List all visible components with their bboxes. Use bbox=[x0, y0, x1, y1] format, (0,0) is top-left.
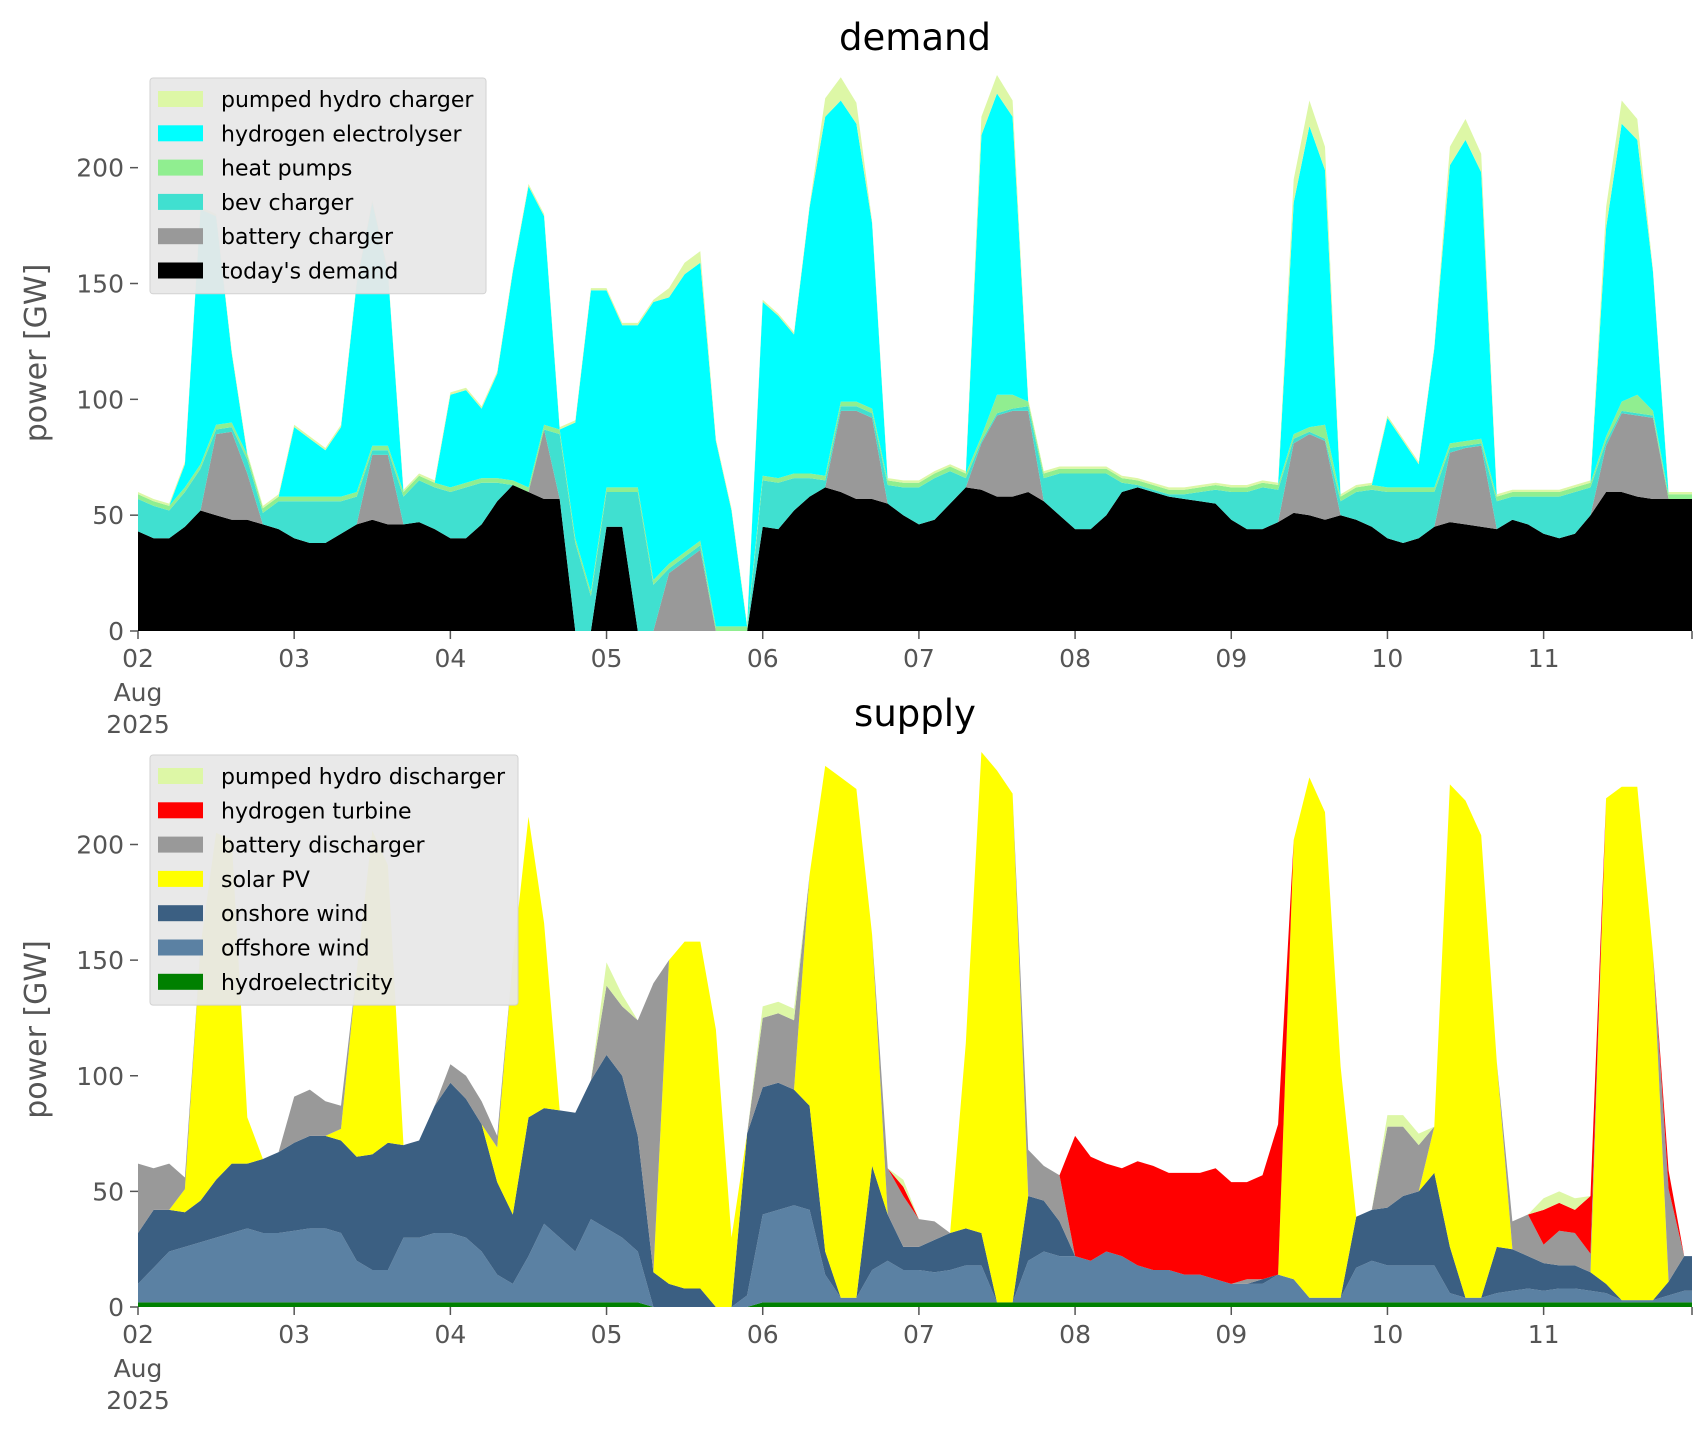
supply-chart: supply 0 50 100 150 200 power [GW] 02 03 04 05 06 07… bbox=[19, 692, 1693, 1415]
legend-swatch-hydrogen-turbine bbox=[158, 802, 203, 819]
legend-swatch-pumped-hydro-discharger bbox=[158, 768, 203, 784]
y-tick-label: 150 bbox=[76, 946, 124, 975]
x-tick-label: 10 bbox=[1372, 644, 1404, 673]
x-tick-label: 09 bbox=[1215, 1320, 1247, 1349]
legend-label-hydrogen-electrolyser: hydrogen electrolyser bbox=[221, 122, 462, 147]
x-tick-label: 05 bbox=[591, 1320, 623, 1349]
x-tick-sublabel: 2025 bbox=[106, 1386, 170, 1415]
area-bev-charger bbox=[138, 406, 1692, 631]
x-tick-label: 08 bbox=[1059, 1320, 1091, 1349]
legend: pumped hydro charger hydrogen electrolyse… bbox=[149, 77, 487, 295]
y-axis-label: power [GW] bbox=[19, 264, 54, 443]
legend-swatch-pumped-hydro-charger bbox=[158, 91, 203, 107]
x-tick-label: 11 bbox=[1528, 1320, 1560, 1349]
legend-label-battery-discharger: battery discharger bbox=[221, 834, 426, 859]
legend-swatch-battery-charger bbox=[158, 228, 203, 245]
area-series bbox=[138, 75, 1692, 631]
area-battery-charger bbox=[138, 410, 1692, 631]
legend-label-heat-pumps: heat pumps bbox=[221, 157, 352, 182]
legend-label-bev-charger: bev charger bbox=[221, 191, 354, 216]
area-hydrogen-electrolyser bbox=[138, 93, 1692, 627]
x-tick-label: 02 bbox=[122, 644, 154, 673]
x-tick-label: 03 bbox=[278, 1320, 310, 1349]
area-hydrogen-turbine bbox=[138, 752, 1692, 1284]
area-solar-pv bbox=[138, 752, 1692, 1307]
x-tick-label: 04 bbox=[434, 644, 466, 673]
chart-title: supply bbox=[854, 692, 976, 735]
x-tick-label: 05 bbox=[591, 644, 623, 673]
x-tick-label: 04 bbox=[434, 1320, 466, 1349]
legend-label-solar-pv: solar PV bbox=[221, 868, 310, 893]
legend-box bbox=[149, 754, 519, 1006]
area-onshore-wind bbox=[138, 1054, 1692, 1307]
legend-box bbox=[149, 77, 487, 295]
legend-swatch-hydrogen-electrolyser bbox=[158, 125, 203, 142]
legend-swatch-offshore-wind bbox=[158, 939, 203, 956]
area-today-s-demand bbox=[138, 485, 1692, 631]
y-tick-label: 200 bbox=[76, 154, 124, 183]
x-tick-label: 08 bbox=[1059, 644, 1091, 673]
area-hydroelectricity bbox=[138, 1302, 1692, 1307]
demand-chart: demand 0 50 100 150 200 power [GW] 02 03 04 05 06 07… bbox=[19, 16, 1693, 739]
legend-swatch-bev-charger bbox=[158, 193, 203, 210]
area-offshore-wind bbox=[138, 1205, 1692, 1307]
legend-swatch-hydroelectricity bbox=[158, 973, 203, 990]
x-tick-sublabel: Aug bbox=[114, 1354, 163, 1383]
y-tick-label: 50 bbox=[92, 501, 124, 530]
legend-swatch-today-s-demand bbox=[158, 262, 203, 279]
legend-label-hydroelectricity: hydroelectricity bbox=[221, 971, 393, 996]
legend-label-hydrogen-turbine: hydrogen turbine bbox=[221, 799, 412, 824]
legend: pumped hydro discharger hydrogen turbine b… bbox=[149, 754, 519, 1006]
legend-label-pumped-hydro-charger: pumped hydro charger bbox=[221, 88, 474, 113]
x-tick-label: 06 bbox=[747, 644, 779, 673]
x-tick-sublabel: Aug bbox=[114, 678, 163, 707]
x-tick-sublabel: 2025 bbox=[106, 710, 170, 739]
legend-swatch-onshore-wind bbox=[158, 905, 203, 922]
y-tick-label: 0 bbox=[108, 1293, 124, 1322]
x-tick-label: 11 bbox=[1528, 644, 1560, 673]
x-tick-label: 03 bbox=[278, 644, 310, 673]
y-tick-label: 50 bbox=[92, 1177, 124, 1206]
x-tick-label: 07 bbox=[903, 644, 935, 673]
legend-label-today-s-demand: today's demand bbox=[221, 260, 398, 285]
chart-title: demand bbox=[839, 16, 991, 59]
legend-swatch-solar-pv bbox=[158, 870, 203, 887]
y-axis-label: power [GW] bbox=[19, 940, 54, 1119]
y-tick-label: 150 bbox=[76, 270, 124, 299]
legend-label-pumped-hydro-discharger: pumped hydro discharger bbox=[221, 765, 506, 790]
y-tick-label: 100 bbox=[76, 1062, 124, 1091]
y-tick-label: 200 bbox=[76, 831, 124, 860]
area-series bbox=[138, 752, 1692, 1307]
x-tick-label: 06 bbox=[747, 1320, 779, 1349]
legend-label-offshore-wind: offshore wind bbox=[221, 937, 370, 962]
legend-swatch-heat-pumps bbox=[158, 159, 203, 176]
x-tick-label: 09 bbox=[1215, 644, 1247, 673]
y-tick-label: 0 bbox=[108, 617, 124, 646]
x-tick-label: 07 bbox=[903, 1320, 935, 1349]
x-tick-label: 02 bbox=[122, 1320, 154, 1349]
area-pumped-hydro-discharger bbox=[138, 752, 1692, 1257]
legend-label-battery-charger: battery charger bbox=[221, 225, 394, 250]
y-tick-label: 100 bbox=[76, 385, 124, 414]
x-tick-label: 10 bbox=[1372, 1320, 1404, 1349]
legend-label-onshore-wind: onshore wind bbox=[221, 902, 368, 927]
legend-swatch-battery-discharger bbox=[158, 836, 203, 853]
